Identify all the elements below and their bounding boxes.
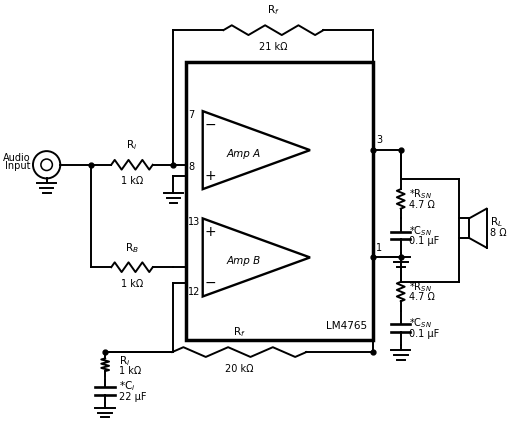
Text: Amp A: Amp A [226,149,260,159]
Text: R$_f$: R$_f$ [267,4,279,18]
Text: 1: 1 [376,242,382,253]
Text: 1 kΩ: 1 kΩ [121,176,143,187]
Text: R$_i$: R$_i$ [119,354,130,368]
Text: Audio: Audio [3,153,30,163]
Text: 0.1 μF: 0.1 μF [408,236,438,246]
Text: 8 Ω: 8 Ω [490,228,506,238]
Text: 13: 13 [188,217,200,227]
Text: R$_i$: R$_i$ [126,138,137,152]
Bar [186,62,373,340]
Text: −: − [204,276,216,290]
Text: R$_B$: R$_B$ [125,241,138,254]
Text: *R$_{SN}$: *R$_{SN}$ [408,187,431,201]
Text: 1 kΩ: 1 kΩ [119,366,141,376]
Text: *C$_i$: *C$_i$ [119,379,135,393]
Text: Amp B: Amp B [226,257,260,266]
Text: 4.7 Ω: 4.7 Ω [408,200,434,210]
Text: 0.1 μF: 0.1 μF [408,329,438,339]
Text: 4.7 Ω: 4.7 Ω [408,293,434,302]
Text: *C$_{SN}$: *C$_{SN}$ [408,224,431,238]
Text: 7: 7 [188,110,194,120]
Text: LM4765: LM4765 [326,320,367,331]
Text: +: + [204,169,216,182]
Text: *R$_{SN}$: *R$_{SN}$ [408,280,431,293]
Bar [459,218,468,238]
Text: 12: 12 [188,287,200,297]
Text: 20 kΩ: 20 kΩ [224,364,253,374]
Text: 22 μF: 22 μF [119,392,146,402]
Text: 1 kΩ: 1 kΩ [121,279,143,289]
Text: 8: 8 [188,162,194,172]
Text: −: − [204,118,216,132]
Text: 3: 3 [376,135,382,145]
Circle shape [33,151,60,178]
Text: R$_f$: R$_f$ [233,326,245,339]
Polygon shape [202,218,309,296]
Text: +: + [204,225,216,239]
Text: *C$_{SN}$: *C$_{SN}$ [408,317,431,330]
Polygon shape [202,111,309,189]
Text: Input: Input [5,161,30,171]
Text: 21 kΩ: 21 kΩ [259,42,287,52]
Text: R$_L$: R$_L$ [490,215,502,229]
